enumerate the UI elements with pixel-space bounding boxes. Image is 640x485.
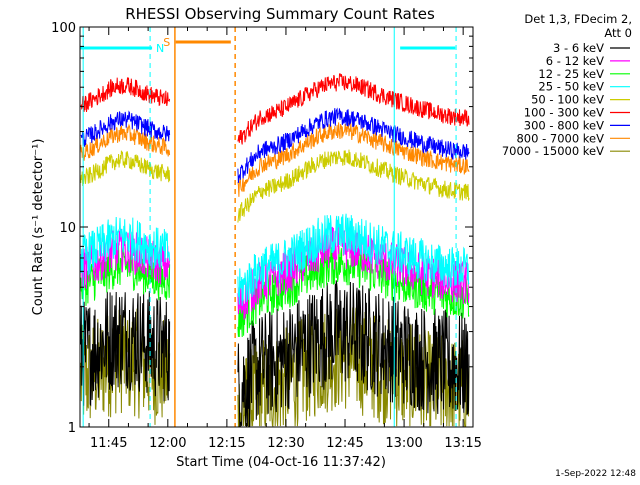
series-0 bbox=[80, 280, 470, 427]
annotation-label-N: N bbox=[156, 42, 164, 55]
footer-timestamp: 1-Sep-2022 12:48 bbox=[555, 469, 636, 479]
series-0-segment-0 bbox=[80, 291, 171, 407]
x-tick-label-3: 12:30 bbox=[267, 436, 304, 451]
series-4-segment-1 bbox=[237, 149, 470, 223]
legend-header-line-2: Att 0 bbox=[604, 26, 632, 40]
series-7-segment-0 bbox=[80, 123, 171, 161]
y-axis-label: Count Rate (s⁻¹ detector⁻¹) bbox=[31, 139, 46, 316]
series-6-segment-0 bbox=[80, 110, 171, 147]
series-5-segment-1 bbox=[237, 73, 470, 145]
series-layer bbox=[80, 73, 470, 427]
series-7-segment-1 bbox=[237, 122, 470, 197]
x-axis: 11:45 12:00 12:15 12:30 12:45 13:00 13:15 bbox=[88, 27, 482, 451]
series-4-segment-0 bbox=[80, 150, 171, 187]
legend-label-7: 800 - 7000 keV bbox=[516, 131, 604, 145]
legend-label-8: 7000 - 15000 keV bbox=[502, 144, 604, 158]
y-tick-label-1: 10 bbox=[59, 221, 76, 236]
chart-title: RHESSI Observing Summary Count Rates bbox=[125, 5, 435, 23]
x-tick-label-2: 12:15 bbox=[208, 436, 245, 451]
legend-label-2: 12 - 25 keV bbox=[538, 67, 604, 81]
legend-label-4: 50 - 100 keV bbox=[531, 93, 604, 107]
legend-label-1: 6 - 12 keV bbox=[546, 54, 604, 68]
legend-label-0: 3 - 6 keV bbox=[553, 41, 604, 55]
legend-label-6: 300 - 800 keV bbox=[524, 118, 604, 132]
series-3 bbox=[80, 213, 470, 306]
series-5-segment-0 bbox=[80, 77, 171, 113]
legend-label-3: 25 - 50 keV bbox=[538, 80, 604, 94]
series-6-segment-1 bbox=[237, 107, 470, 184]
x-tick-label-5: 13:00 bbox=[385, 436, 422, 451]
series-7 bbox=[80, 122, 470, 197]
y-tick-label-2: 100 bbox=[51, 21, 76, 36]
y-axis: 1 10 100 bbox=[51, 21, 473, 436]
legend-label-5: 100 - 300 keV bbox=[524, 106, 604, 120]
x-tick-label-0: 11:45 bbox=[90, 436, 127, 451]
x-axis-label: Start Time (04-Oct-16 11:37:42) bbox=[176, 455, 386, 470]
y-tick-label-0: 1 bbox=[68, 421, 76, 436]
series-3-segment-0 bbox=[80, 216, 171, 276]
x-tick-label-6: 13:15 bbox=[444, 436, 481, 451]
series-4 bbox=[80, 149, 470, 223]
legend-header-line-1: Det 1,3, FDecim 2, bbox=[524, 12, 632, 26]
x-tick-label-4: 12:45 bbox=[326, 436, 363, 451]
series-0-segment-1 bbox=[237, 280, 470, 427]
series-6 bbox=[80, 107, 470, 184]
series-5 bbox=[80, 73, 470, 145]
annotation-label-S: S bbox=[163, 36, 170, 49]
series-3-segment-1 bbox=[237, 213, 470, 306]
x-tick-label-1: 12:00 bbox=[149, 436, 186, 451]
